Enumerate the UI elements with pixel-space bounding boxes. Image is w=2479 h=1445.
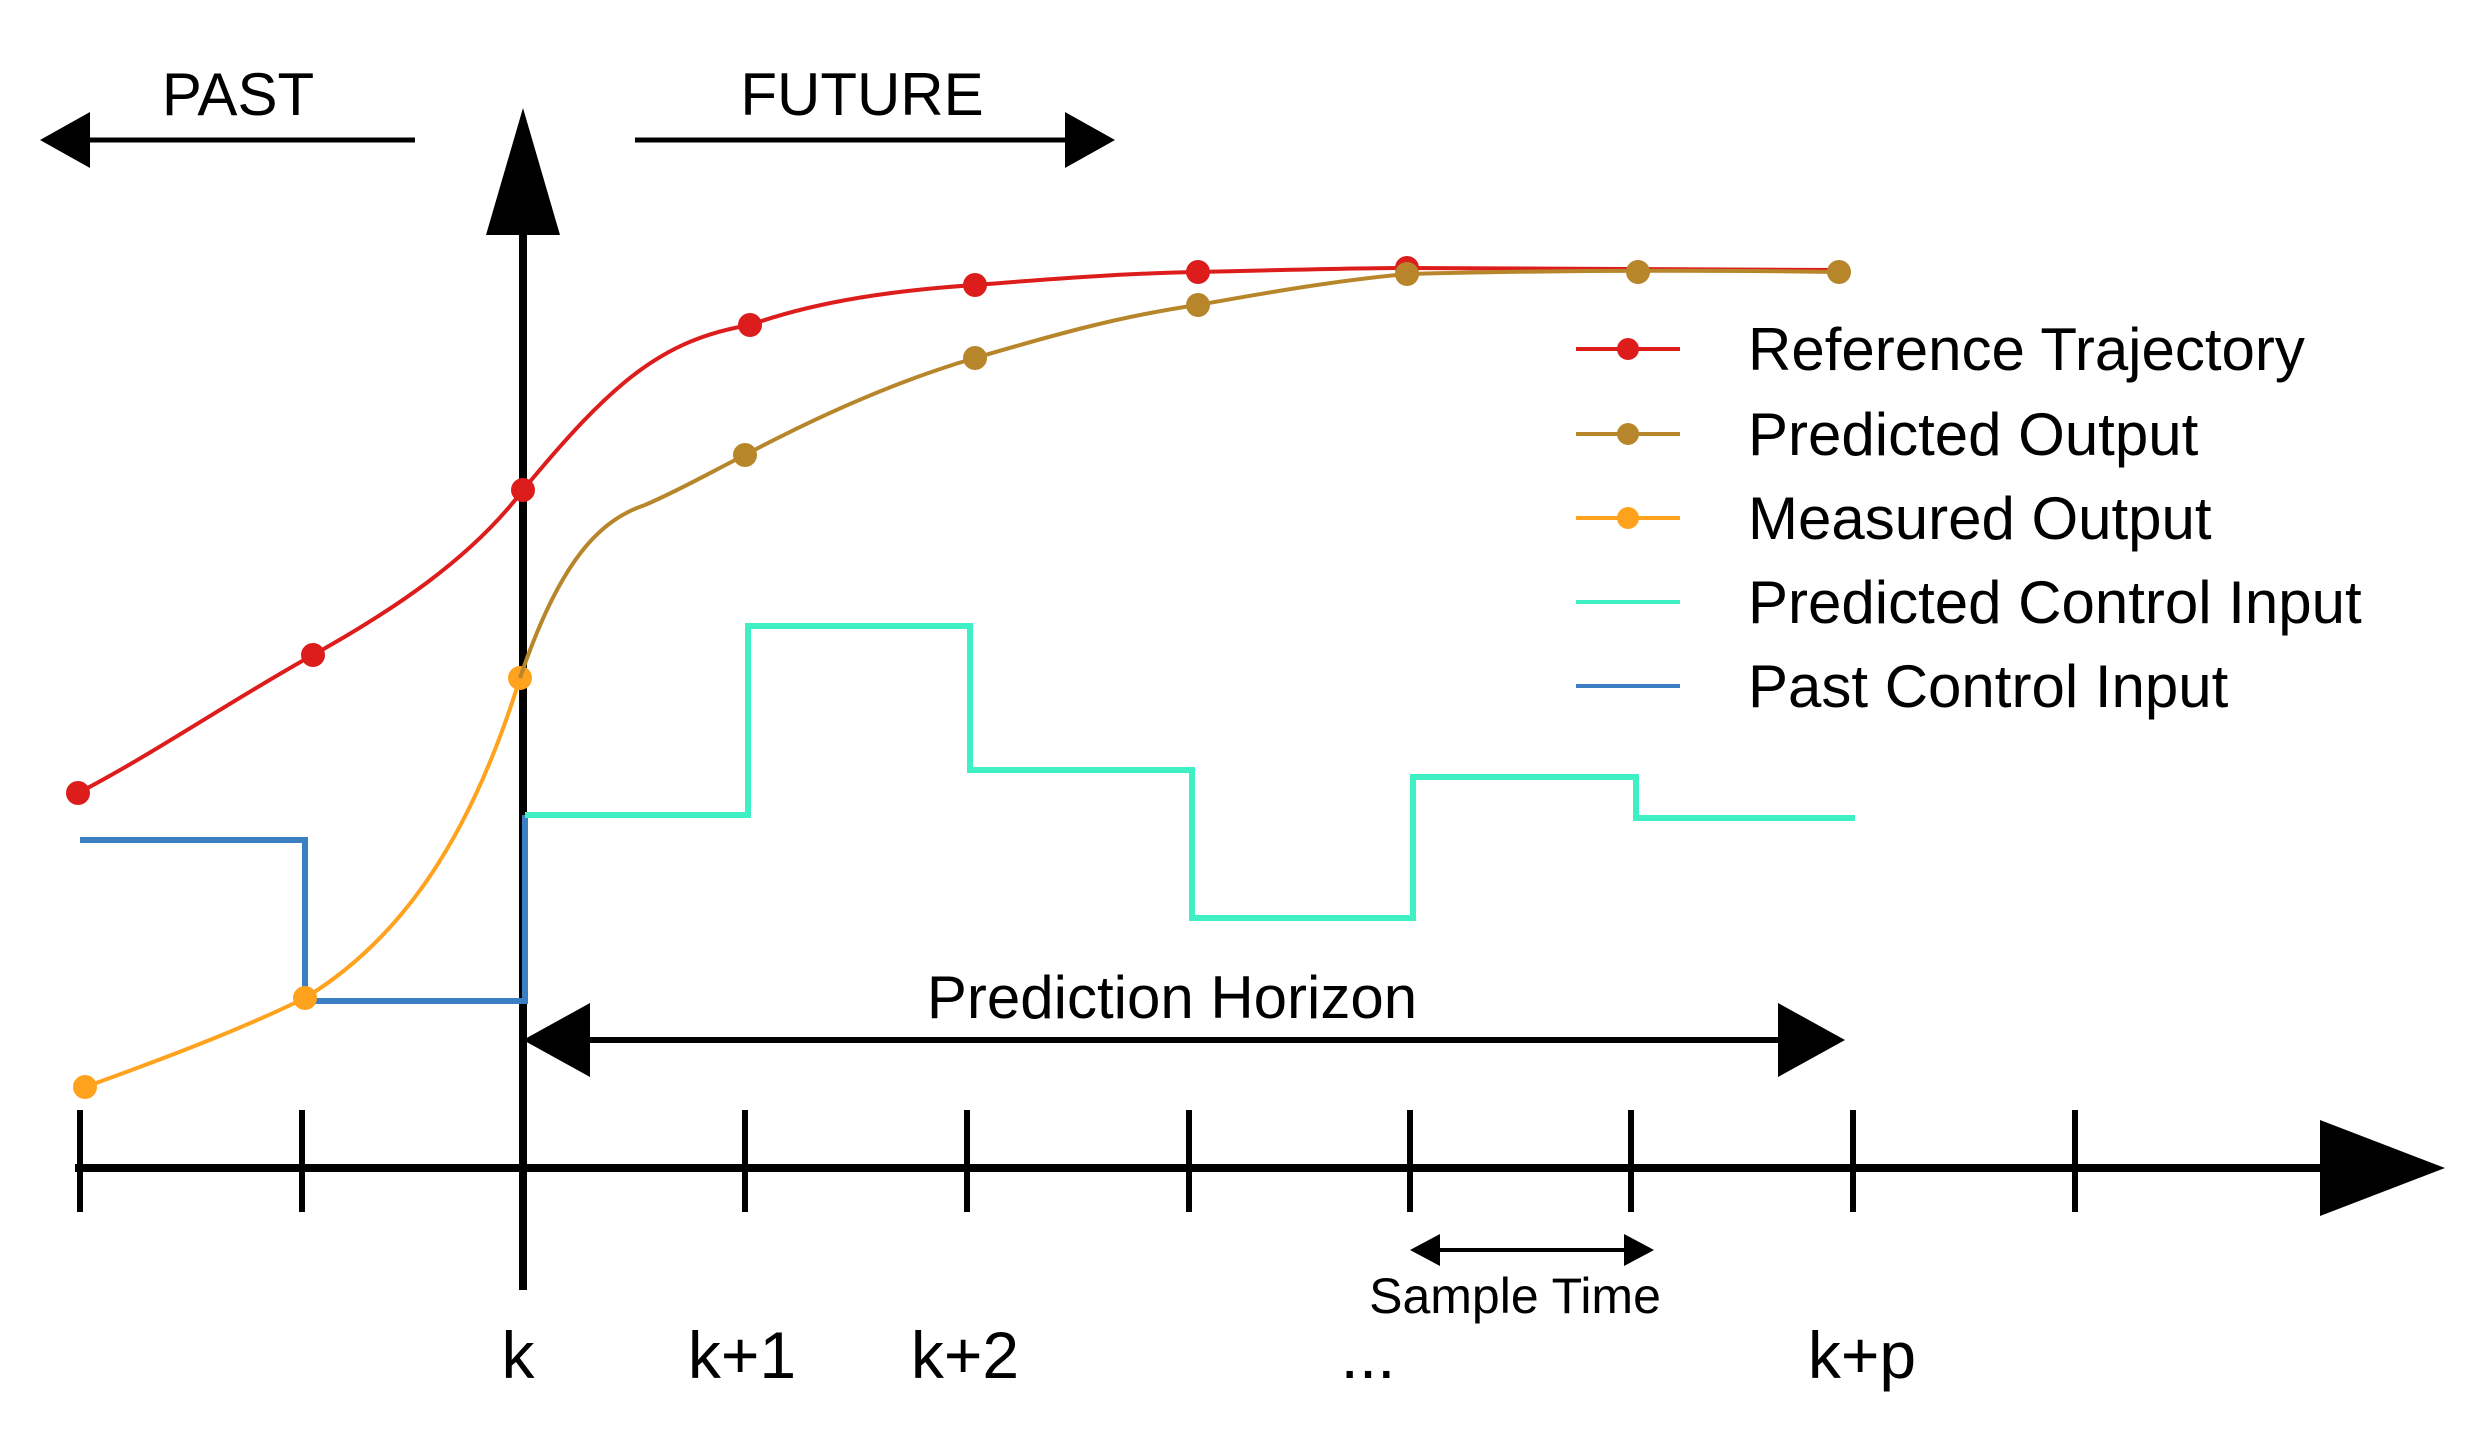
reference-point [963, 273, 987, 297]
predicted-point [1186, 293, 1210, 317]
predicted-control-input-line [525, 623, 1855, 921]
reference-point [738, 313, 762, 337]
measured-output-line [84, 677, 522, 1089]
reference-point [511, 478, 535, 502]
predicted-point [1626, 260, 1650, 284]
future-arrow [635, 112, 1115, 168]
tick-label-k-plus-p: k+p [1808, 1318, 1916, 1392]
prediction-horizon-label: Prediction Horizon [927, 964, 1417, 1031]
tick-label-k-plus-2: k+2 [911, 1318, 1019, 1392]
reference-point [1186, 260, 1210, 284]
predicted-point [1395, 262, 1419, 286]
predicted-point [963, 346, 987, 370]
time-axis [75, 1120, 2445, 1216]
predicted-output-points [733, 260, 1851, 467]
predicted-point [733, 443, 757, 467]
legend: Reference Trajectory Predicted Output Me… [1576, 316, 2362, 720]
tick-label-ellipsis: ... [1340, 1318, 1395, 1392]
legend-item-predicted-output: Predicted Output [1576, 401, 2199, 468]
measured-point [293, 986, 317, 1010]
legend-label: Past Control Input [1748, 653, 2229, 720]
reference-trajectory-points [66, 256, 1419, 805]
legend-label: Reference Trajectory [1748, 316, 2305, 383]
past-control-input-line [80, 815, 528, 1004]
tick-label-k-plus-1: k+1 [688, 1318, 796, 1392]
tick-marks [77, 1110, 2078, 1212]
present-axis [486, 108, 560, 1290]
reference-trajectory-line [77, 265, 1840, 795]
legend-label: Measured Output [1748, 485, 2212, 552]
reference-point [66, 781, 90, 805]
future-label: FUTURE [740, 61, 983, 128]
reference-point [301, 643, 325, 667]
legend-item-reference-trajectory: Reference Trajectory [1576, 316, 2305, 383]
tick-label-k: k [502, 1318, 536, 1392]
legend-label: Predicted Output [1748, 401, 2199, 468]
sample-time-label: Sample Time [1369, 1268, 1661, 1324]
predicted-output-line [518, 268, 1840, 679]
legend-label: Predicted Control Input [1748, 569, 2362, 636]
legend-item-past-control-input: Past Control Input [1576, 653, 2229, 720]
past-label: PAST [162, 61, 314, 128]
legend-item-measured-output: Measured Output [1576, 485, 2212, 552]
prediction-horizon-arrow [523, 1003, 1845, 1077]
predicted-point [1827, 260, 1851, 284]
past-arrow [40, 112, 415, 168]
legend-item-predicted-control-input: Predicted Control Input [1576, 569, 2362, 636]
sample-time-arrow [1410, 1234, 1654, 1266]
measured-point [73, 1075, 97, 1099]
